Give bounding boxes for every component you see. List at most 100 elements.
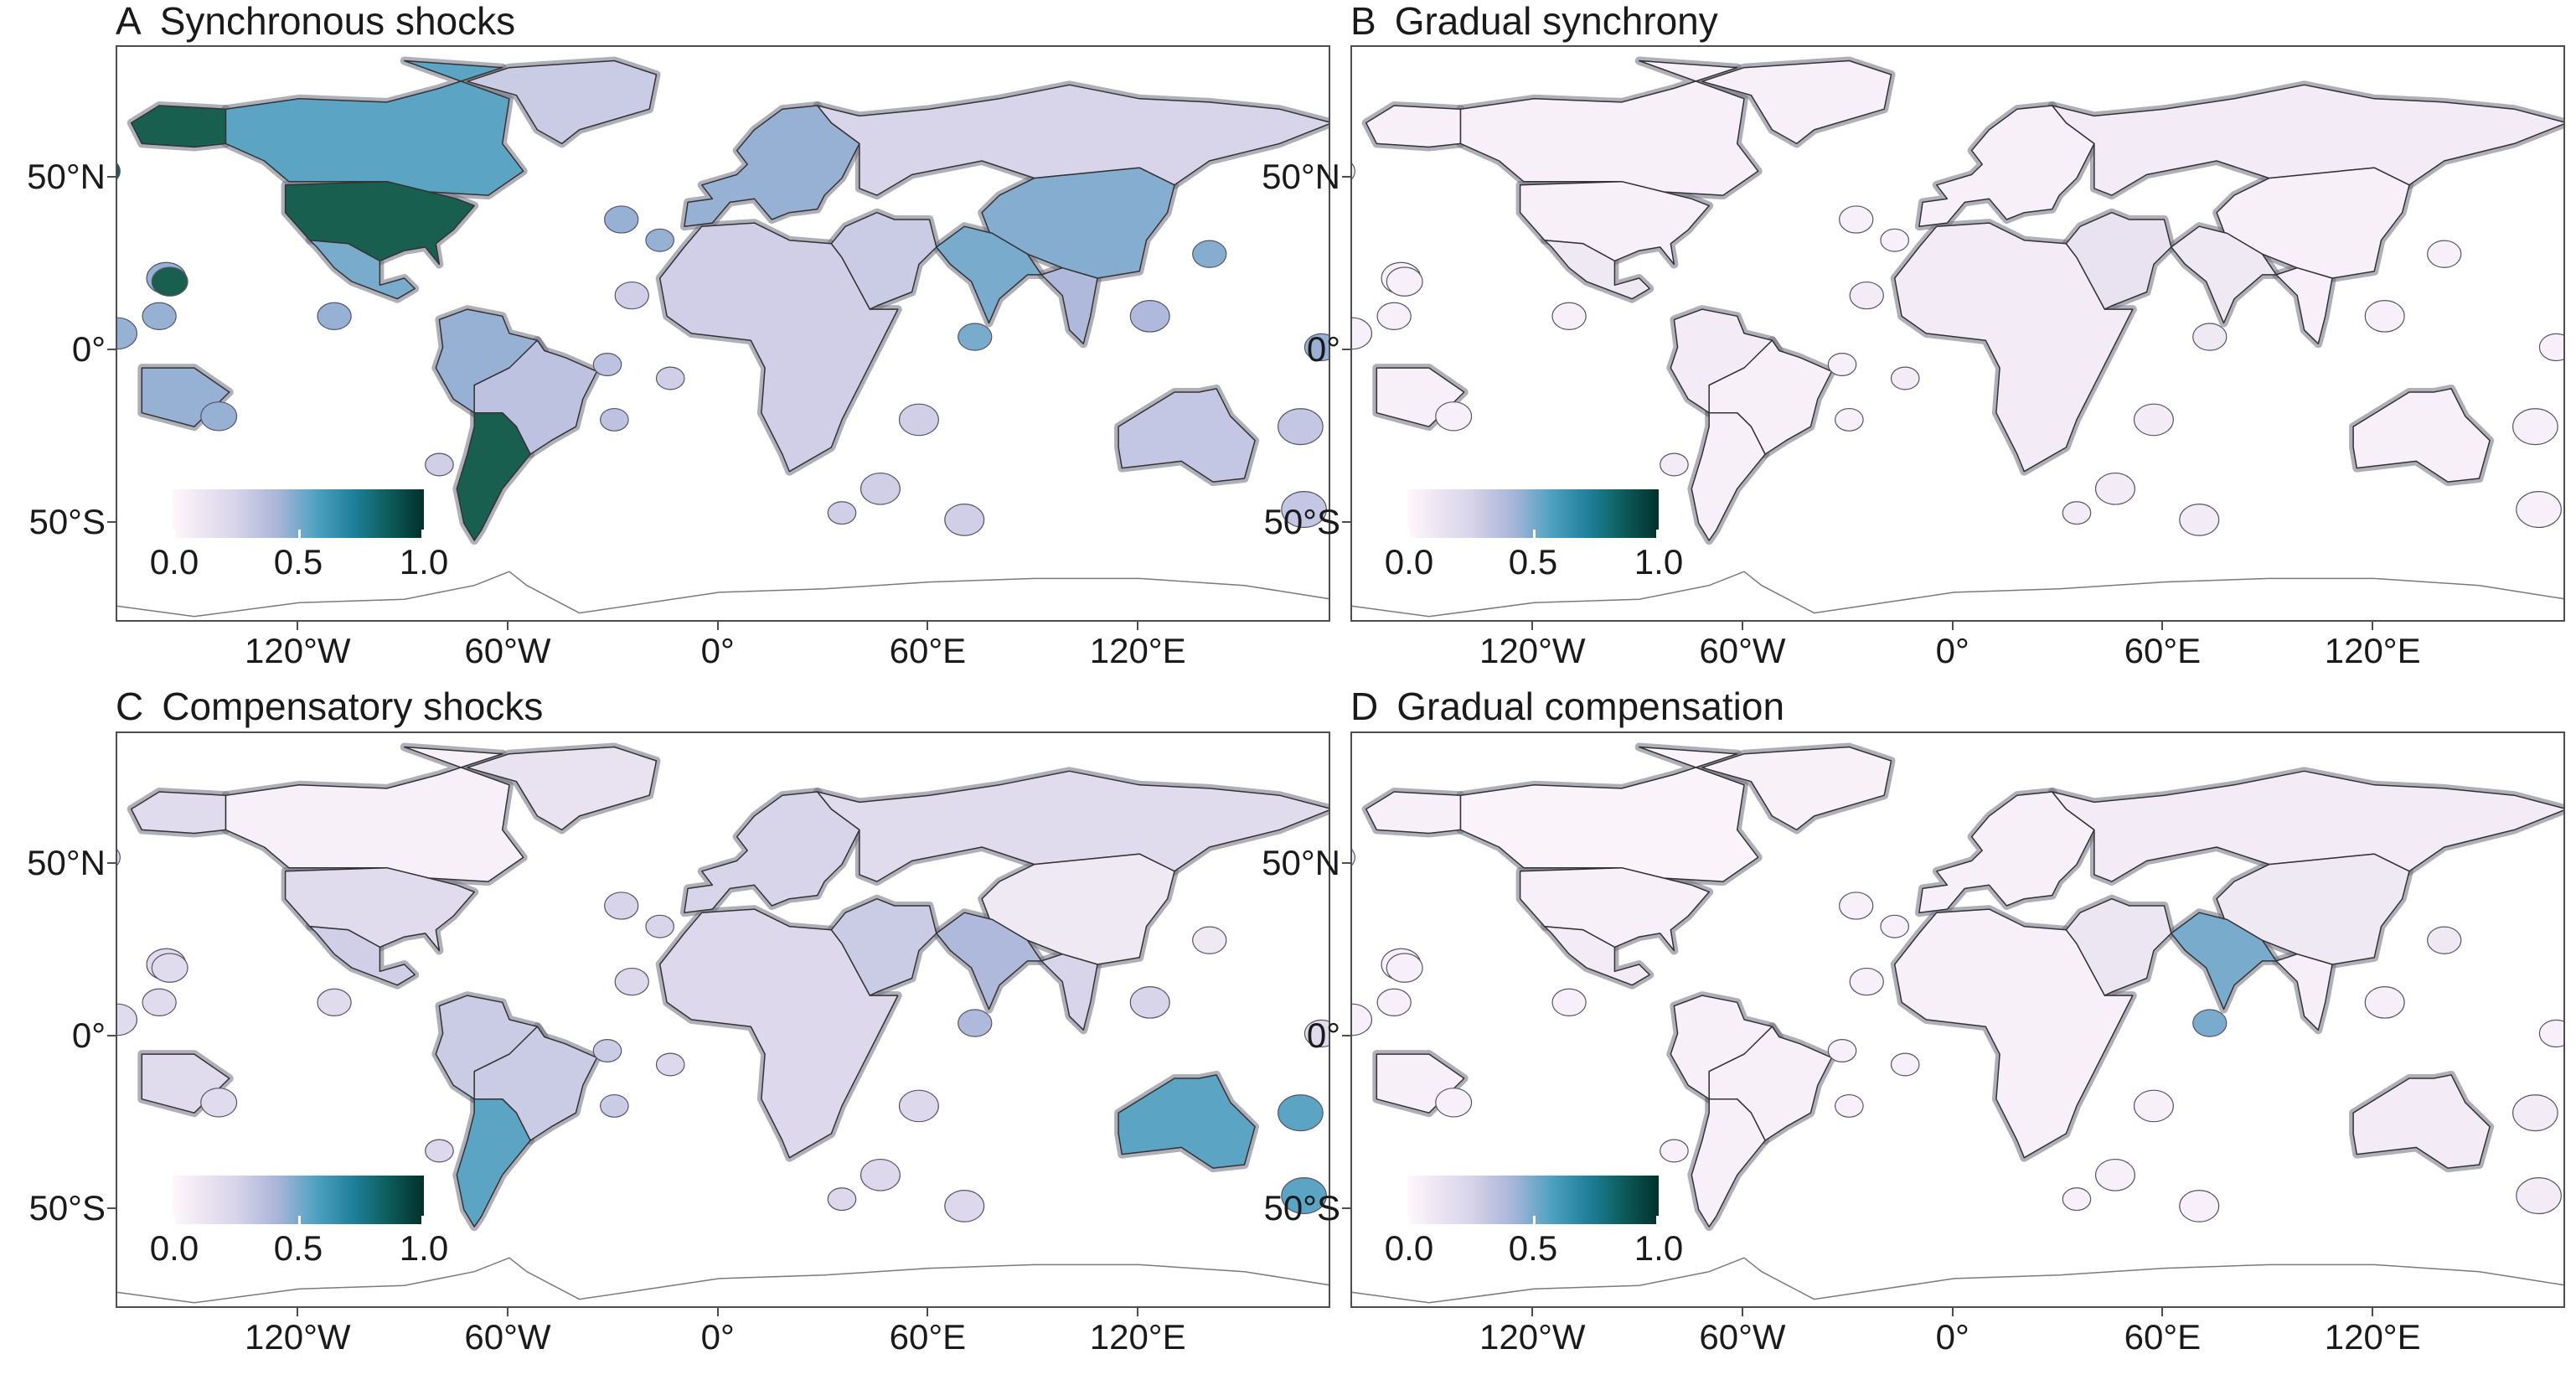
- island-eez: [1890, 1052, 1920, 1077]
- map-frame: [116, 731, 1330, 1308]
- region-greenland: [467, 59, 658, 145]
- x-axis-tick: [716, 622, 719, 630]
- island-eez: [2094, 472, 2135, 505]
- panel-letter: C: [116, 685, 144, 728]
- region-south-asia: [2171, 225, 2277, 324]
- panel-title-text: Gradual synchrony: [1394, 0, 1718, 43]
- colorbar-tick: [1656, 1216, 1659, 1224]
- x-axis-label: 0°: [1935, 631, 1969, 670]
- island-eez: [425, 452, 454, 477]
- x-axis-label: 60°W: [1699, 1317, 1786, 1357]
- region-russia: [816, 84, 1329, 196]
- y-axis-tick: [107, 175, 116, 178]
- island-eez: [1192, 240, 1227, 268]
- island-eez: [2133, 1089, 2174, 1123]
- island-eez: [117, 317, 137, 350]
- y-axis-label: 50°S: [1263, 501, 1340, 541]
- colorbar-tick: [1407, 530, 1410, 538]
- island-eez: [604, 205, 639, 234]
- colorbar-label: 0.5: [273, 542, 323, 581]
- x-axis-tick: [1742, 622, 1743, 630]
- region-mexico: [309, 925, 416, 986]
- island-eez: [1129, 985, 1170, 1019]
- region-argentina: [1691, 411, 1766, 541]
- map-frame: [116, 45, 1330, 622]
- x-axis-tick: [927, 622, 929, 630]
- x-axis-tick: [1137, 1308, 1139, 1316]
- y-axis-label: 0°: [71, 1015, 106, 1055]
- island-eez: [151, 266, 188, 297]
- colorbar-label: 1.0: [1634, 542, 1684, 581]
- region-south-america-east: [473, 1026, 598, 1141]
- x-axis-tick: [2161, 622, 2164, 630]
- panel-title-text: Compensatory shocks: [162, 685, 544, 728]
- y-axis-label: 50°N: [27, 842, 106, 882]
- island-eez: [1352, 317, 1372, 350]
- island-eez: [1551, 988, 1587, 1017]
- island-eez: [1551, 302, 1587, 331]
- colorbar-tick: [1407, 1216, 1410, 1224]
- island-eez: [2538, 333, 2563, 362]
- island-eez: [1435, 401, 1473, 432]
- island-eez: [1303, 1019, 1329, 1048]
- region-north-america-north: [225, 746, 524, 882]
- colorbar-tick: [421, 530, 424, 538]
- island-eez: [2179, 1190, 2220, 1222]
- island-eez: [1890, 366, 1920, 390]
- region-australia: [2352, 388, 2491, 483]
- region-africa: [658, 222, 899, 473]
- y-axis-label: 50°S: [28, 501, 106, 541]
- region-south-america-east: [473, 339, 598, 455]
- x-axis-tick: [2161, 1308, 2164, 1316]
- antarctica-coast: [1352, 571, 2563, 618]
- y-axis-label: 50°S: [28, 1187, 106, 1228]
- region-argentina: [456, 411, 531, 541]
- y-axis-tick: [1342, 348, 1350, 350]
- island-eez: [1352, 849, 1355, 866]
- x-axis-tick: [927, 1308, 929, 1316]
- island-eez: [614, 967, 649, 996]
- y-axis-tick: [1342, 520, 1350, 523]
- island-eez: [142, 988, 177, 1017]
- island-eez: [2512, 408, 2558, 446]
- x-axis-label: 60°W: [1699, 631, 1786, 670]
- island-eez: [2133, 403, 2174, 437]
- world-map: [117, 742, 1329, 1304]
- island-eez: [1839, 205, 1874, 234]
- region-greenland: [467, 746, 658, 831]
- island-eez: [614, 281, 649, 310]
- x-axis-label: 120°E: [1089, 631, 1186, 670]
- x-axis-label: 60°W: [464, 631, 551, 670]
- region-mexico: [309, 239, 416, 300]
- island-eez: [2516, 1177, 2562, 1215]
- x-axis-tick: [1951, 1308, 1954, 1316]
- island-eez: [1129, 299, 1170, 333]
- island-eez: [827, 501, 857, 525]
- island-eez: [898, 403, 939, 437]
- world-map: [1352, 742, 2563, 1304]
- y-axis-tick: [1342, 175, 1350, 178]
- region-argentina: [1691, 1098, 1766, 1228]
- x-axis-label: 120°W: [1479, 631, 1586, 670]
- y-axis-label: 0°: [1306, 328, 1340, 369]
- island-eez: [592, 1039, 622, 1063]
- x-axis-tick: [297, 622, 299, 630]
- region-russia: [2051, 770, 2563, 882]
- x-axis-tick: [1531, 1308, 1534, 1316]
- panel-letter: D: [1350, 685, 1379, 728]
- region-middle-east: [2065, 897, 2172, 996]
- x-axis-tick: [2372, 622, 2374, 630]
- x-axis-label: 0°: [1935, 1317, 1969, 1357]
- panel-letter: A: [116, 0, 142, 43]
- antarctica-coast: [117, 571, 1329, 618]
- colorbar-tick: [1533, 530, 1536, 538]
- colorbar-legend: 0.0 0.5 1.0: [1385, 1176, 1683, 1268]
- island-eez: [1827, 1039, 1857, 1063]
- island-eez: [1192, 926, 1227, 954]
- island-eez: [645, 228, 675, 252]
- x-axis-label: 0°: [700, 1317, 735, 1357]
- region-middle-east: [2065, 211, 2172, 310]
- colorbar-label: 1.0: [399, 542, 449, 581]
- island-eez: [317, 302, 352, 331]
- island-eez: [1839, 892, 1874, 920]
